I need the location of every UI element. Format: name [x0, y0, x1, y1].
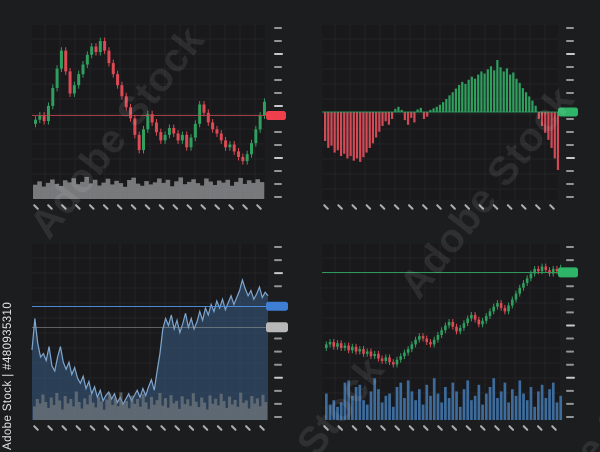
panel-oscillator-histogram[interactable] — [300, 0, 600, 226]
panel-uptrend-candlestick-chart[interactable] — [300, 226, 600, 452]
panel-area-chart[interactable] — [0, 226, 300, 452]
panel-candlestick-chart[interactable] — [0, 0, 300, 226]
stock-id-watermark: Adobe Stock | #480935310 — [2, 301, 14, 450]
